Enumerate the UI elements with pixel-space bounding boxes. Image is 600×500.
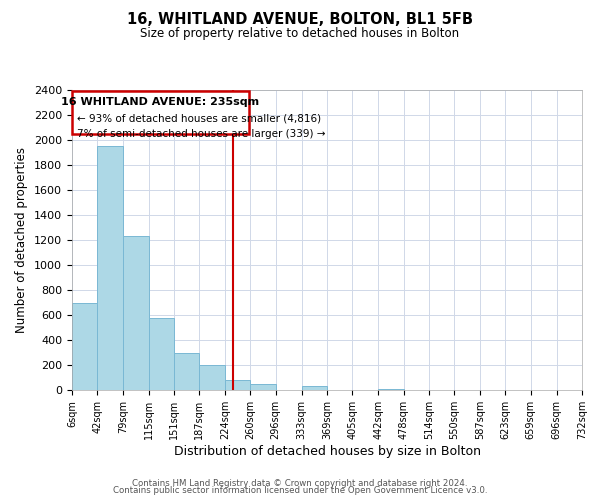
Text: Size of property relative to detached houses in Bolton: Size of property relative to detached ho… bbox=[140, 28, 460, 40]
Text: ← 93% of detached houses are smaller (4,816): ← 93% of detached houses are smaller (4,… bbox=[77, 113, 321, 123]
Bar bbox=[149, 318, 174, 390]
Bar bbox=[378, 389, 404, 390]
Bar bbox=[250, 384, 276, 390]
Text: Contains public sector information licensed under the Open Government Licence v3: Contains public sector information licen… bbox=[113, 486, 487, 495]
Bar bbox=[123, 236, 149, 390]
Text: 7% of semi-detached houses are larger (339) →: 7% of semi-detached houses are larger (3… bbox=[77, 129, 325, 139]
X-axis label: Distribution of detached houses by size in Bolton: Distribution of detached houses by size … bbox=[173, 444, 481, 458]
Bar bbox=[302, 386, 327, 390]
Bar bbox=[174, 352, 199, 390]
Text: Contains HM Land Registry data © Crown copyright and database right 2024.: Contains HM Land Registry data © Crown c… bbox=[132, 478, 468, 488]
Y-axis label: Number of detached properties: Number of detached properties bbox=[16, 147, 28, 333]
Text: 16, WHITLAND AVENUE, BOLTON, BL1 5FB: 16, WHITLAND AVENUE, BOLTON, BL1 5FB bbox=[127, 12, 473, 28]
Bar bbox=[97, 146, 123, 390]
Bar bbox=[225, 380, 250, 390]
Bar bbox=[199, 365, 225, 390]
Bar bbox=[72, 302, 97, 390]
Text: 16 WHITLAND AVENUE: 235sqm: 16 WHITLAND AVENUE: 235sqm bbox=[61, 96, 260, 106]
